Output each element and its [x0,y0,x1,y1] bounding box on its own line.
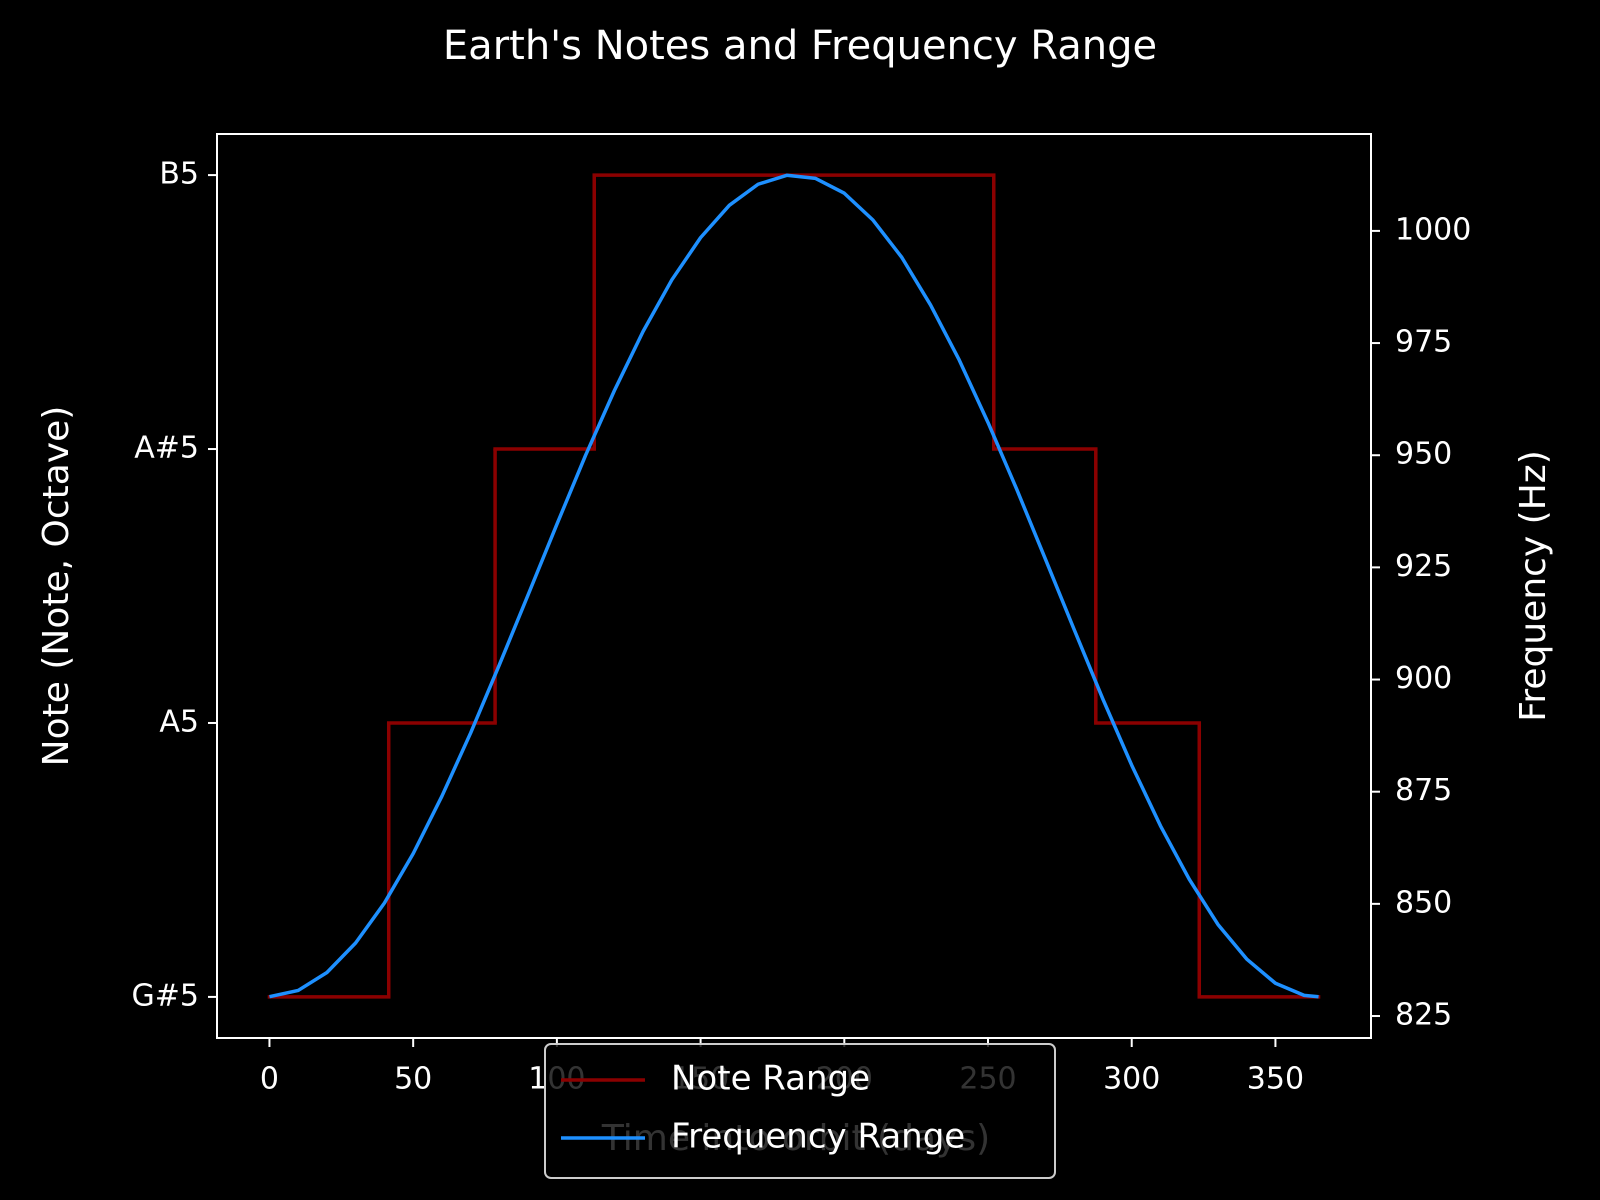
legend-label: Frequency Range [671,1117,965,1157]
y2-tick-label: 825 [1395,998,1452,1033]
y2-tick-label: 850 [1395,885,1452,920]
y2-tick-label: 1000 [1395,212,1471,247]
y2-tick-label: 900 [1395,661,1452,696]
y2-tick-label: 950 [1395,437,1452,472]
x-tick-label: 0 [260,1062,279,1097]
legend: Note Range Frequency Range [544,1043,1056,1179]
x-tick-label: 300 [1103,1062,1160,1097]
y-tick-label: A#5 [134,431,199,466]
y2-tick-label: 925 [1395,549,1452,584]
frequency-line [269,173,1319,999]
y2-tick-label: 975 [1395,325,1452,360]
x-tick-label: 50 [394,1062,432,1097]
plot-frame [216,133,1372,1039]
y-axis-label: Note (Note, Octave) [36,406,77,767]
y-tick-label: G#5 [132,978,199,1013]
legend-box [544,1043,1056,1179]
y-tick-label: B5 [159,157,199,192]
y2-axis-label: Frequency (Hz) [1513,450,1554,721]
y2-tick-label: 875 [1395,773,1452,808]
x-tick-label: 350 [1247,1062,1304,1097]
legend-label: Note Range [671,1059,870,1099]
chart-title: Earth's Notes and Frequency Range [443,23,1157,69]
y-tick-label: A5 [159,704,199,739]
